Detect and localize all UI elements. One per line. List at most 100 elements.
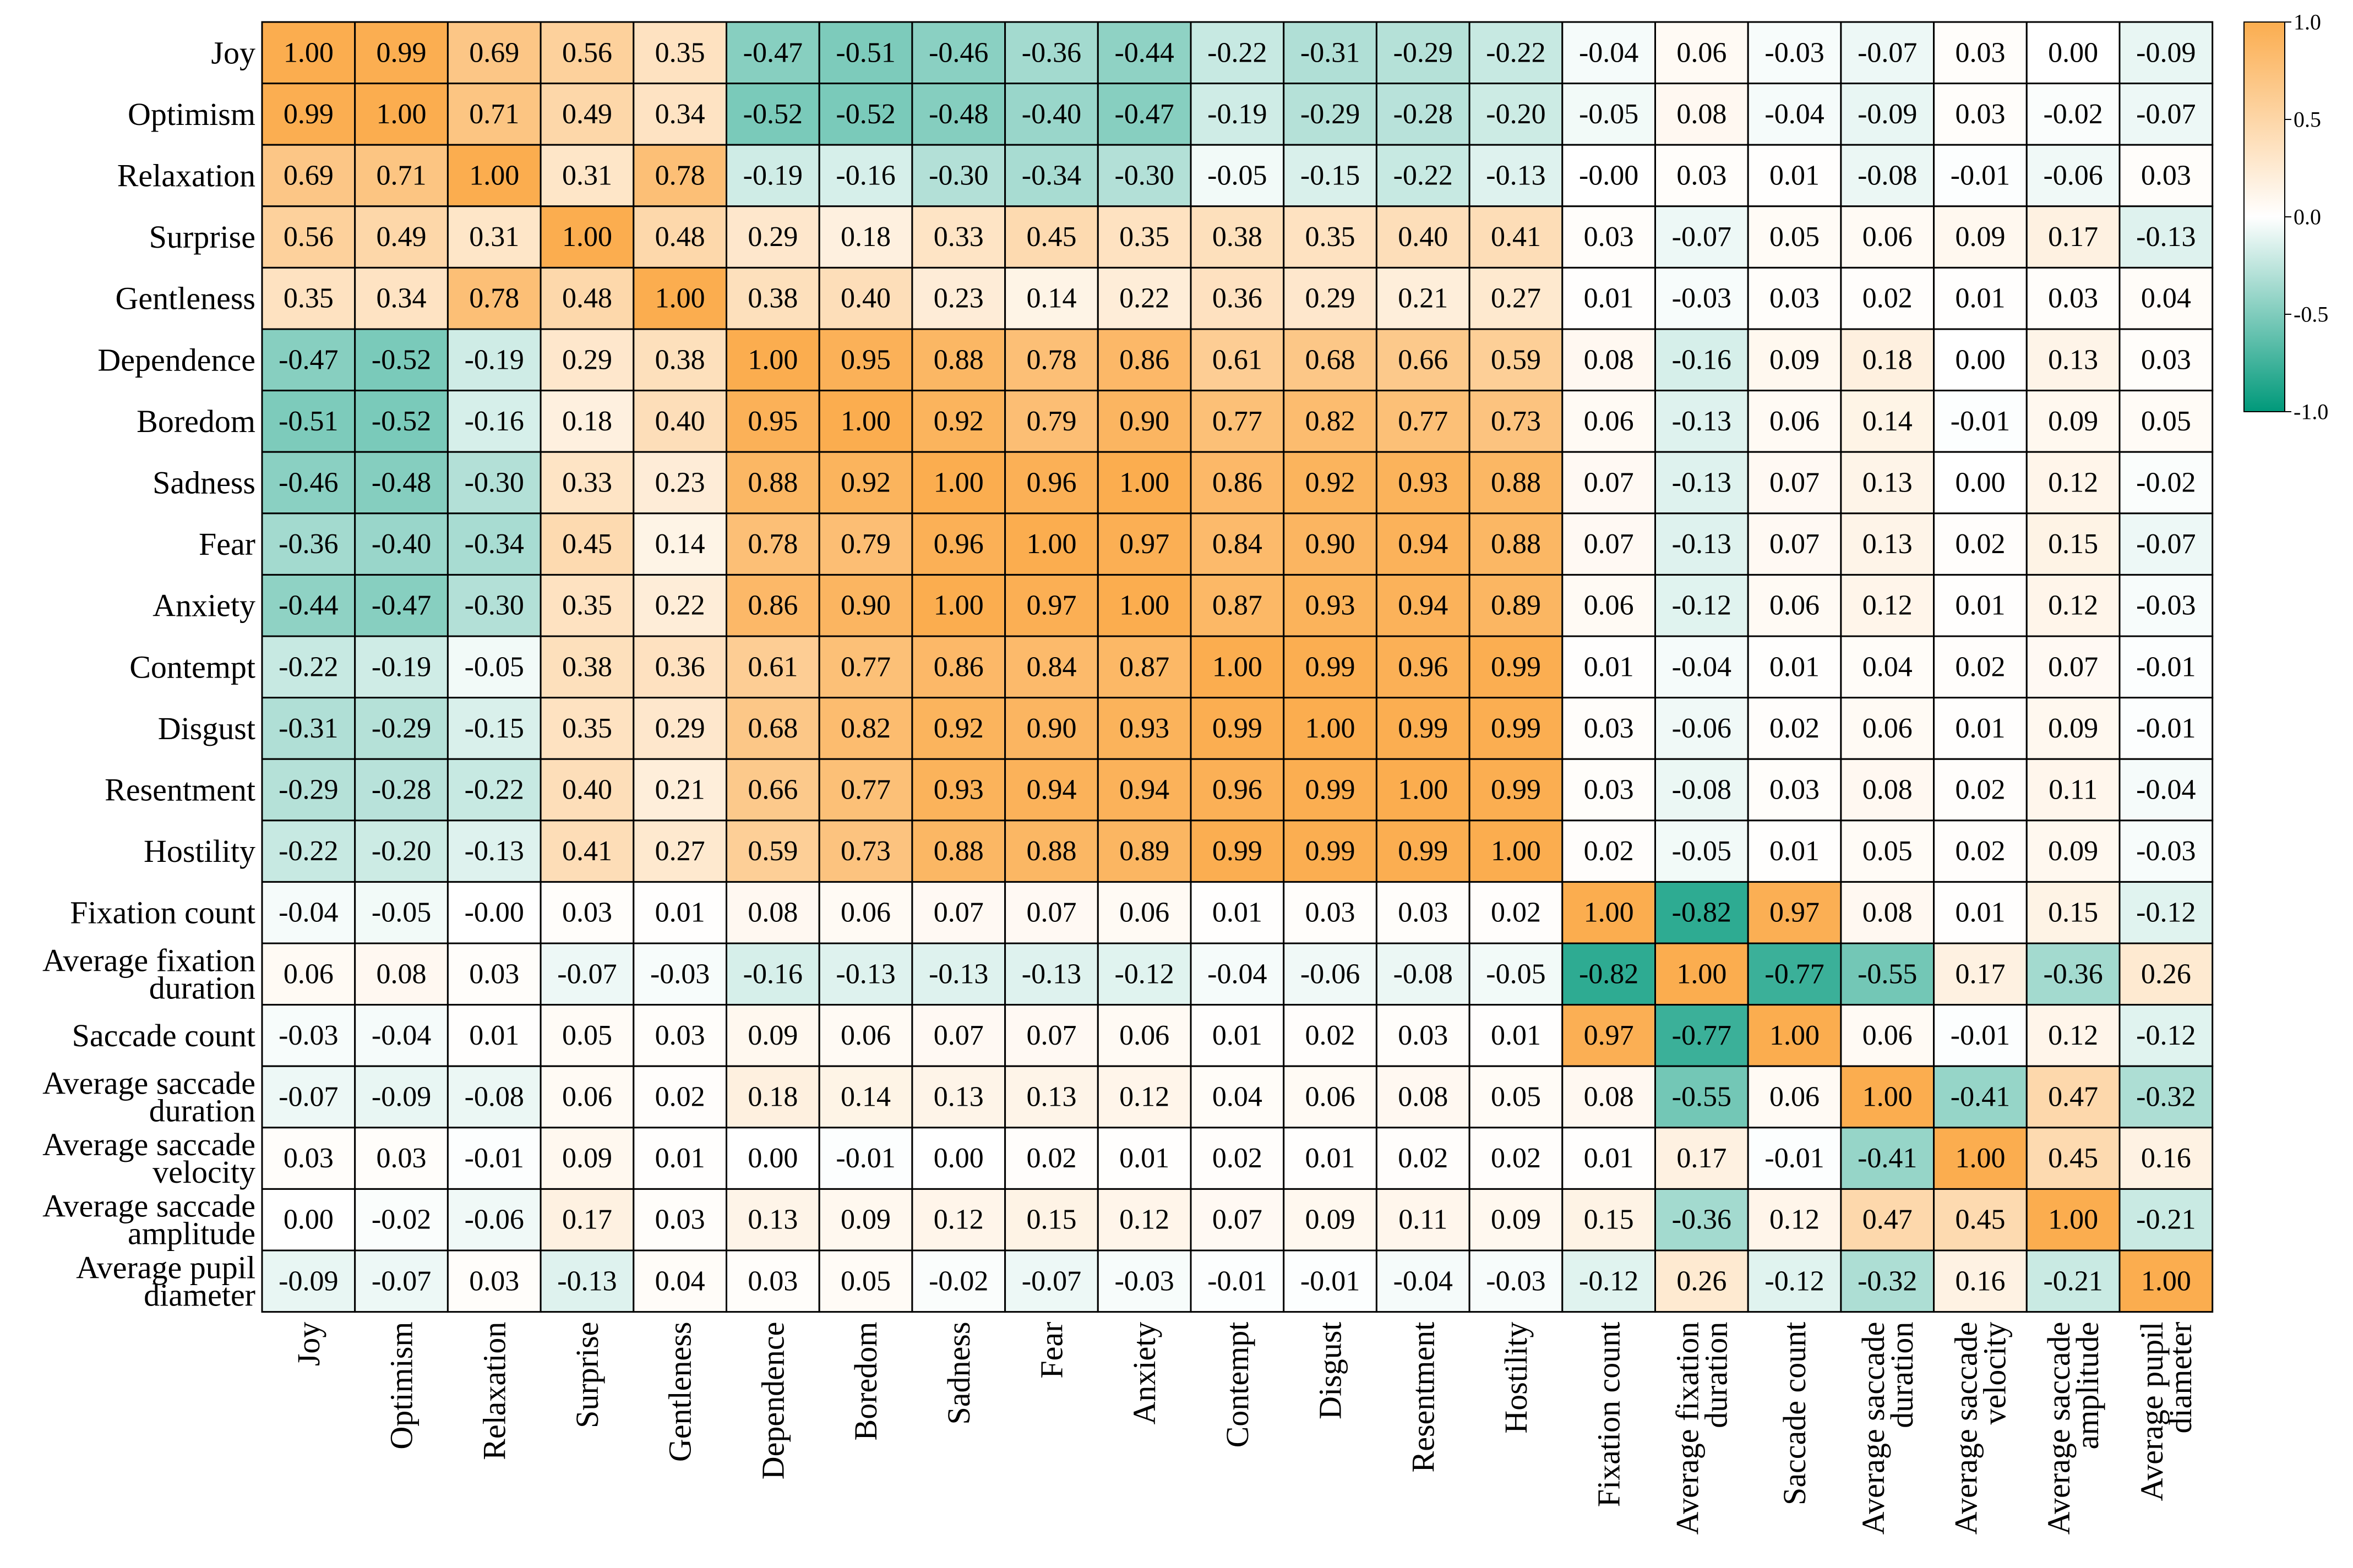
heatmap-cells: 1.00 0.99 0.69 0.56 0.35 -0.47 -0.51 -0.46 -0.36… — [261, 21, 2214, 1313]
heatmap-cell — [354, 83, 449, 146]
cell-value-label: -0.08 — [465, 1081, 524, 1113]
cell-value-label: 0.94 — [1398, 590, 1448, 621]
cell-value-label: 1.00 — [1398, 774, 1448, 806]
cell-value-label: 0.12 — [2048, 467, 2098, 499]
heatmap-cell — [1840, 1065, 1935, 1129]
cell-value-label: 0.01 — [1212, 897, 1262, 928]
cell-value-label: -0.03 — [1672, 283, 1731, 314]
cell-value-label: 0.06 — [1769, 590, 1820, 621]
cell-value-label: -0.13 — [2136, 221, 2196, 253]
heatmap-cell — [911, 512, 1006, 576]
cell-value-label: 0.03 — [2048, 283, 2098, 314]
heatmap-cell — [726, 1065, 820, 1129]
heatmap-cell — [1190, 942, 1285, 1006]
cell-value-label: -0.04 — [1764, 99, 1824, 130]
heatmap-cell — [261, 451, 356, 515]
heatmap-cell — [1097, 573, 1192, 637]
heatmap-cell — [1747, 266, 1842, 330]
heatmap-cell — [1933, 1188, 2028, 1252]
heatmap-cell — [1097, 21, 1192, 85]
cell-value-label: 0.02 — [655, 1081, 705, 1113]
cell-value-label: -0.01 — [1764, 1143, 1824, 1174]
cell-value-label: 0.27 — [1491, 283, 1541, 314]
cell-value-label: -0.04 — [1207, 958, 1267, 990]
heatmap-cell — [540, 1127, 635, 1190]
cell-value-label: -0.22 — [279, 651, 338, 682]
heatmap-cell — [1468, 451, 1564, 515]
column-label-text: Joy — [291, 1322, 326, 1367]
heatmap-cell — [1840, 205, 1935, 269]
heatmap-cell — [1747, 1249, 1842, 1313]
cell-value-label: -0.08 — [1672, 774, 1731, 806]
heatmap-cell — [1747, 83, 1842, 146]
cell-value-label: -0.05 — [1579, 99, 1638, 130]
heatmap-cell — [446, 328, 542, 392]
cell-value-label: 0.06 — [1119, 1020, 1169, 1051]
heatmap-cell — [2118, 390, 2214, 453]
heatmap-cell — [1283, 1249, 1377, 1313]
cell-value-label: 0.07 — [934, 1020, 984, 1051]
heatmap-cell — [1004, 697, 1099, 760]
cell-value-label: 0.15 — [1026, 1204, 1076, 1236]
cell-value-label: 0.09 — [1491, 1204, 1541, 1236]
cell-value-label: -0.01 — [1207, 1265, 1267, 1297]
column-label-text: amplitude — [2069, 1322, 2105, 1450]
cell-value-label: -0.36 — [2043, 958, 2103, 990]
heatmap-cell — [540, 573, 635, 637]
heatmap-cell — [354, 1004, 449, 1067]
cell-value-label: 0.36 — [655, 651, 705, 682]
heatmap-cell — [540, 1249, 635, 1313]
heatmap-cell — [354, 390, 449, 453]
heatmap-cell — [818, 144, 913, 207]
column-label-saccade-count: Saccade count — [1777, 1322, 1812, 1505]
cell-value-label: -0.30 — [929, 160, 988, 192]
heatmap-cell — [354, 266, 449, 330]
cell-value-label: -0.01 — [465, 1143, 524, 1174]
row-label-resentment: Resentment — [105, 772, 255, 808]
heatmap-cell — [1654, 1065, 1749, 1129]
cell-value-label: 0.03 — [2141, 160, 2191, 192]
heatmap-cell — [540, 819, 635, 883]
cell-value-label: 0.01 — [1584, 283, 1634, 314]
heatmap-cell — [2118, 144, 2214, 207]
cell-value-label: -0.09 — [2136, 37, 2196, 68]
cell-value-label: -0.13 — [1022, 958, 1081, 990]
heatmap-cell — [1283, 451, 1377, 515]
heatmap-cell — [1190, 451, 1285, 515]
heatmap-cell — [446, 1065, 542, 1129]
row-label-average-saccade-velocity: velocity — [152, 1154, 255, 1190]
cell-value-label: -0.55 — [1858, 958, 1917, 990]
row-label-average-fixation-duration: Average fixation — [42, 942, 255, 978]
cell-value-label: 0.00 — [2048, 37, 2098, 68]
heatmap-cell — [1561, 573, 1657, 637]
cell-value-label: 0.06 — [1676, 37, 1726, 68]
cell-value-label: -0.04 — [1393, 1265, 1453, 1297]
row-label-average-pupil-diameter: diameter — [144, 1277, 255, 1313]
cell-value-label: 0.07 — [1026, 897, 1076, 928]
row-label-average-fixation-duration: duration — [149, 970, 255, 1006]
heatmap-cell — [1561, 205, 1657, 269]
heatmap-cell — [1468, 697, 1564, 760]
cell-value-label: 0.90 — [1305, 528, 1355, 560]
cell-value-label: 0.12 — [1119, 1204, 1169, 1236]
heatmap-cell — [446, 144, 542, 207]
cell-value-label: -0.03 — [650, 958, 710, 990]
cell-value-label: -0.48 — [929, 99, 988, 130]
heatmap-cell — [1283, 942, 1377, 1006]
heatmap-cell — [1468, 758, 1564, 822]
cell-value-label: 1.00 — [1119, 467, 1169, 499]
heatmap-cell — [354, 451, 449, 515]
cell-value-label: 0.90 — [1026, 713, 1076, 744]
heatmap-cell — [1654, 144, 1749, 207]
heatmap-cell — [1933, 819, 2028, 883]
heatmap-cell — [2025, 635, 2121, 699]
cell-value-label: 1.00 — [1212, 651, 1262, 682]
cell-value-label: 0.40 — [655, 406, 705, 437]
cell-value-label: -0.82 — [1579, 958, 1638, 990]
cell-value-label: 0.49 — [377, 221, 427, 253]
cell-value-label: 0.02 — [1305, 1020, 1355, 1051]
cell-value-label: 0.99 — [1305, 835, 1355, 867]
row-label-surprise: Surprise — [149, 219, 255, 255]
cell-value-label: 0.94 — [1026, 774, 1076, 806]
heatmap-cell — [1004, 205, 1099, 269]
